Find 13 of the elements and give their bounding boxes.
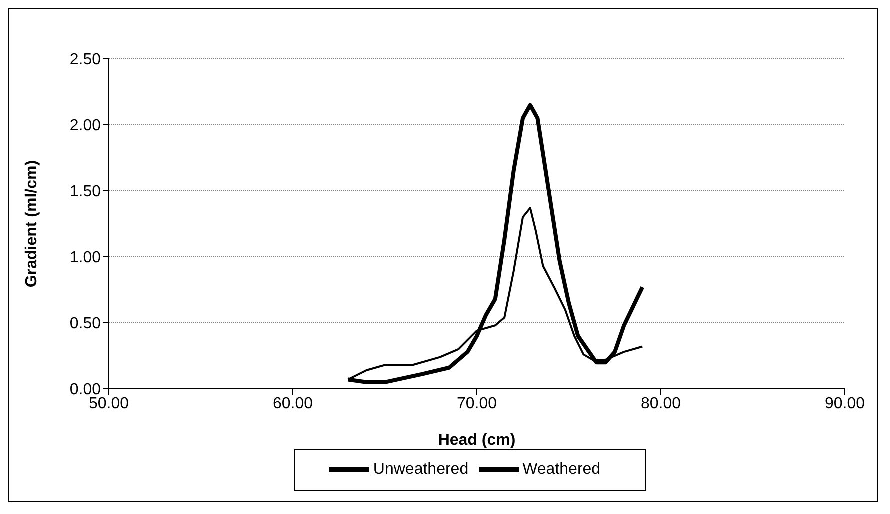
x-axis-title: Head (cm) (438, 432, 516, 449)
y-tick-label: 2.50 (70, 52, 102, 69)
legend-label: Unweathered (373, 461, 469, 478)
x-tick-label: 60.00 (272, 395, 314, 412)
x-tick-label: 90.00 (824, 395, 866, 412)
y-tick-label: 1.50 (70, 184, 102, 201)
x-tick-label: 80.00 (640, 395, 682, 412)
y-tick-label: 1.00 (70, 250, 102, 267)
y-tick-label: 0.50 (70, 316, 102, 333)
y-axis-title: Gradient (ml/cm) (24, 160, 41, 288)
x-tick-label: 70.00 (456, 395, 498, 412)
y-tick-label: 2.00 (70, 118, 102, 135)
legend-label: Weathered (522, 461, 601, 478)
